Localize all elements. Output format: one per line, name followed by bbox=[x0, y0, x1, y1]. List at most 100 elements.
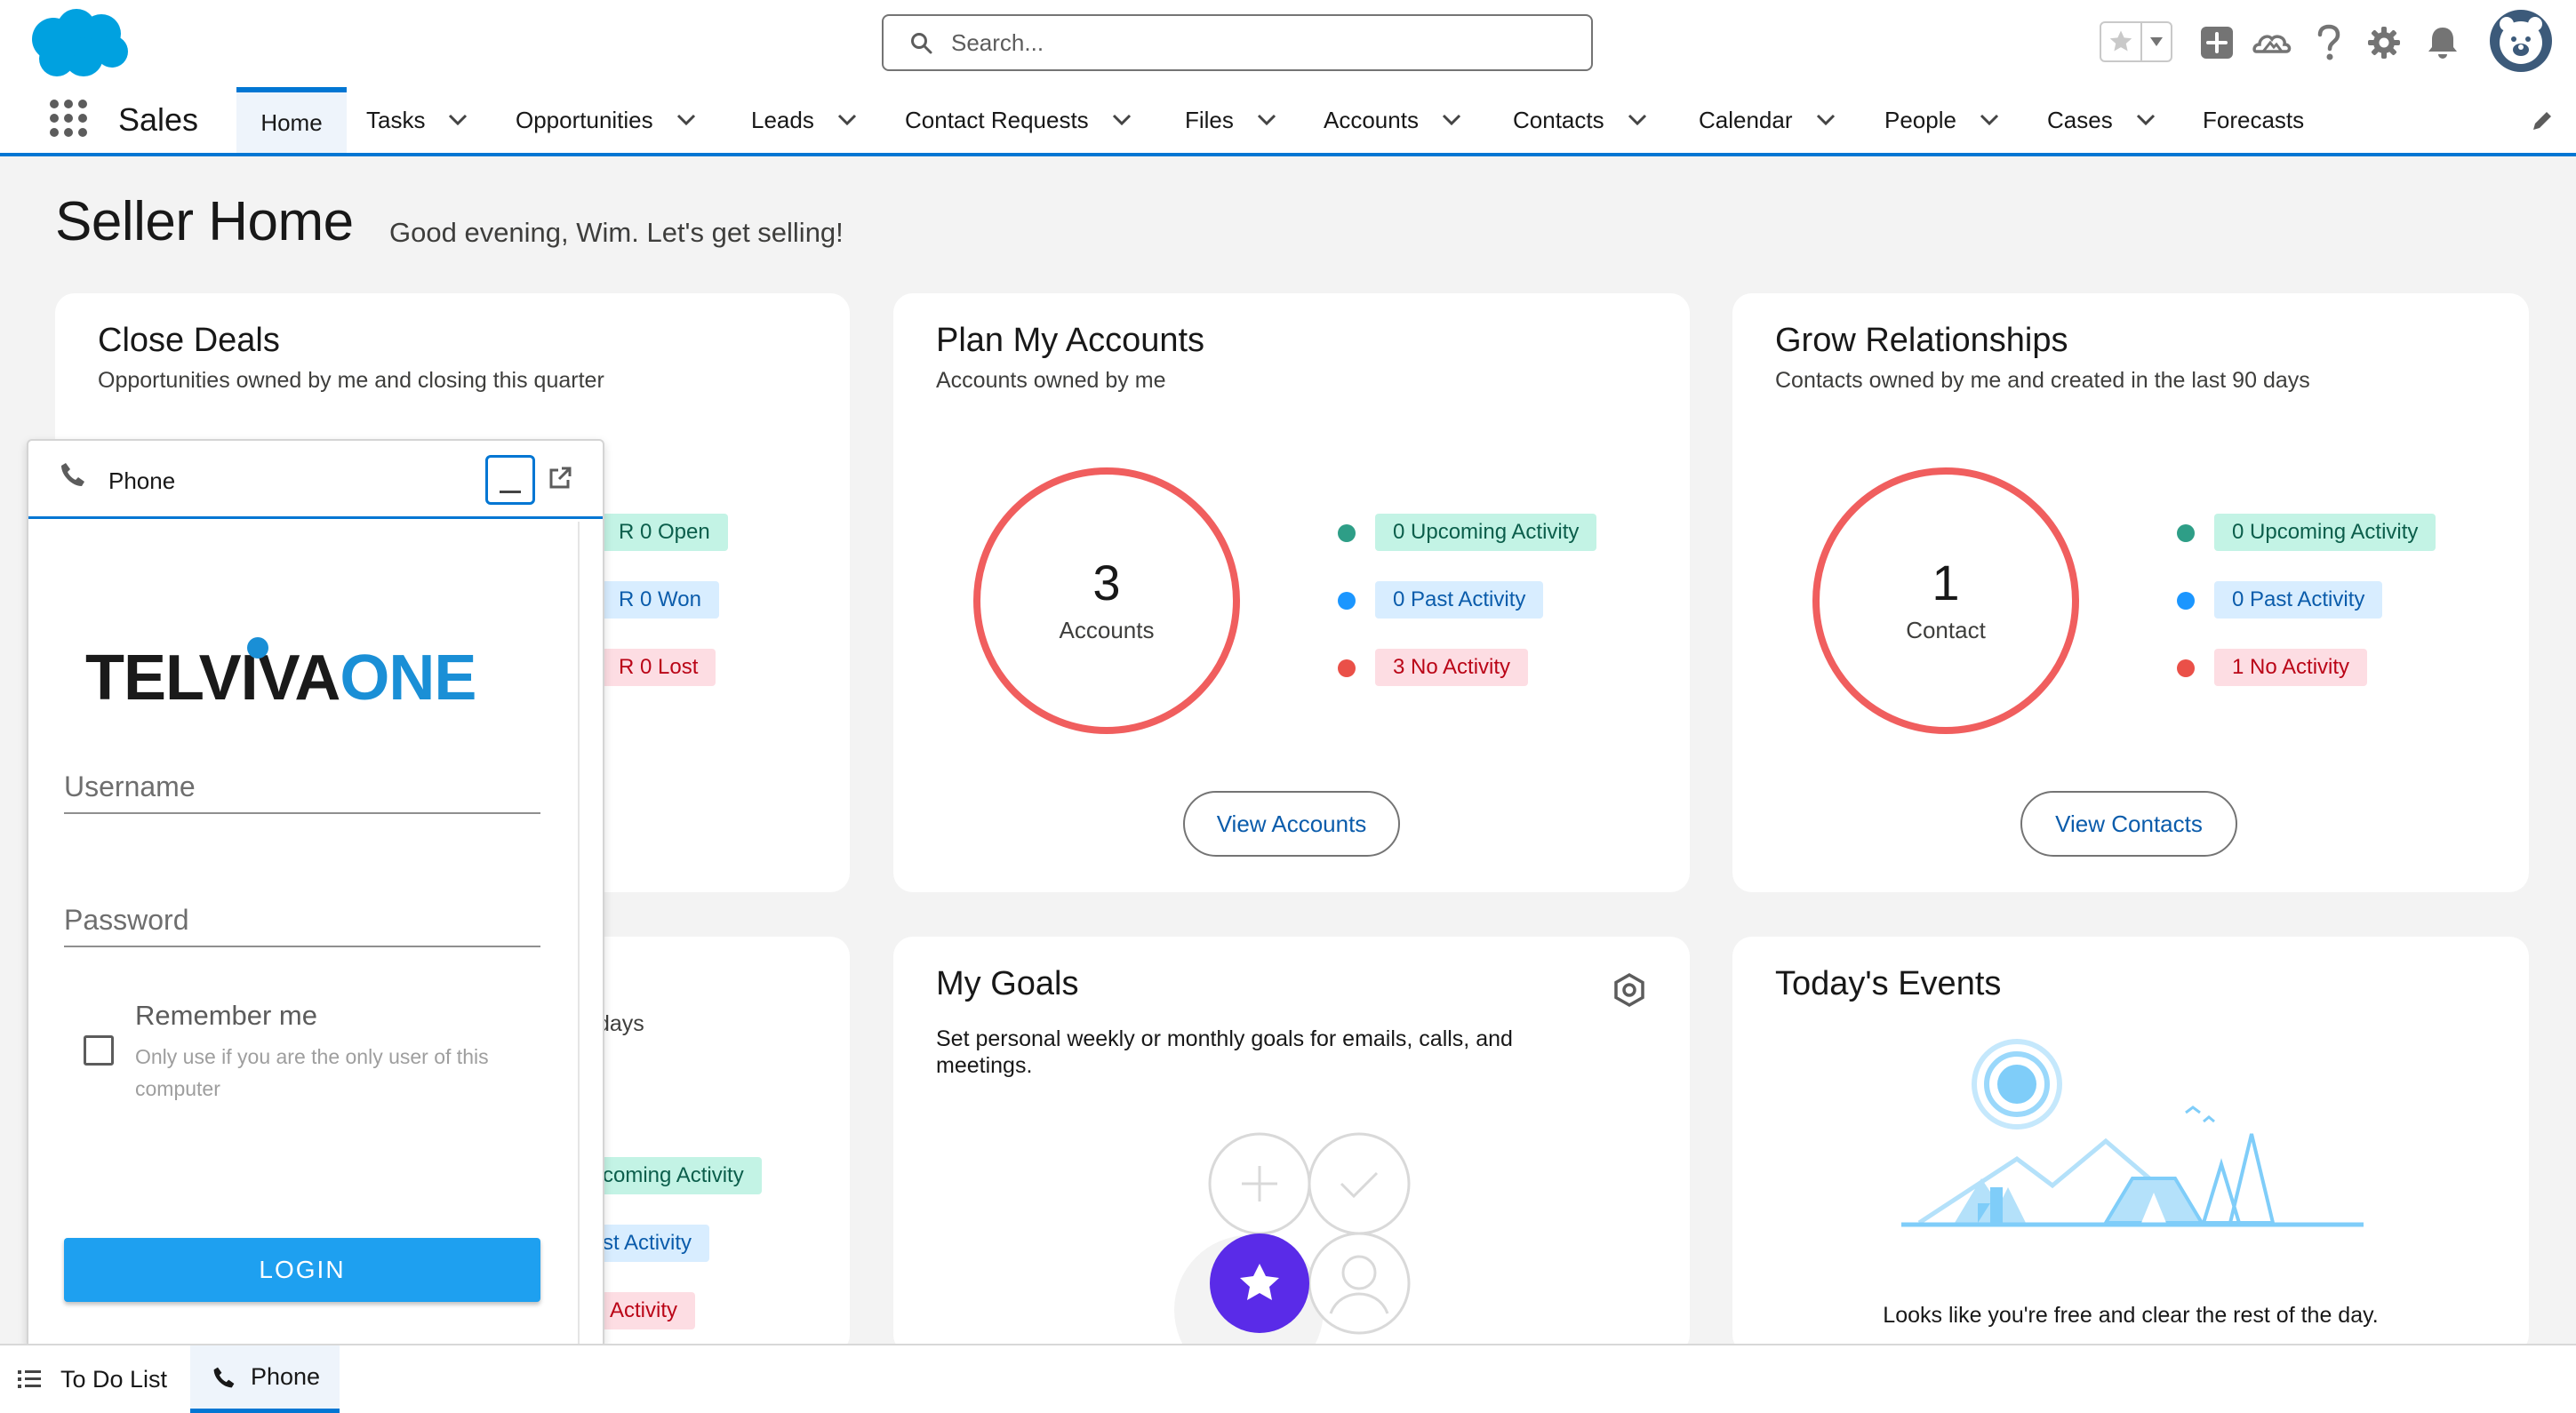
no-activity-pill[interactable]: 1 No Activity bbox=[2214, 649, 2368, 686]
username-field[interactable]: Username bbox=[64, 770, 540, 814]
tab-files-label: Files bbox=[1185, 106, 1234, 133]
no-activity-pill[interactable]: 3 No Activity bbox=[1375, 649, 1529, 686]
tab-people[interactable]: People bbox=[1884, 87, 1999, 153]
tab-contacts[interactable]: Contacts bbox=[1513, 87, 1647, 153]
phone-panel-title: Phone bbox=[108, 467, 176, 494]
todo-list-icon bbox=[18, 1369, 41, 1389]
contacts-count-label: Contact bbox=[1906, 616, 1986, 643]
open-deals-pill[interactable]: R 0 Open bbox=[597, 514, 728, 551]
page-title: Seller Home bbox=[55, 191, 354, 252]
goals-description: Set personal weekly or monthly goals for… bbox=[936, 1026, 1513, 1078]
chevron-down-icon[interactable] bbox=[1628, 114, 1647, 126]
edit-nav-pencil-icon[interactable] bbox=[2530, 108, 2555, 133]
card-title: Grow Relationships bbox=[1775, 322, 2068, 359]
chevron-down-icon[interactable] bbox=[676, 114, 696, 126]
favorites-star-icon[interactable] bbox=[2101, 23, 2142, 60]
view-accounts-button[interactable]: View Accounts bbox=[1183, 791, 1400, 857]
telviva-one-logo: TELVIVAONE bbox=[85, 646, 476, 710]
accounts-count: 3 bbox=[1092, 554, 1121, 611]
tab-people-label: People bbox=[1884, 106, 1956, 133]
tab-forecasts-label: Forecasts bbox=[2203, 106, 2305, 133]
pop-out-icon[interactable] bbox=[548, 466, 572, 491]
past-activity-pill[interactable]: 0 Past Activity bbox=[1375, 581, 1544, 619]
chevron-down-icon[interactable] bbox=[448, 114, 468, 126]
legend-dot-past bbox=[2177, 592, 2195, 610]
upcoming-activity-pill[interactable]: 0 Upcoming Activity bbox=[1375, 514, 1597, 551]
chevron-down-icon[interactable] bbox=[1442, 114, 1461, 126]
chevron-down-icon[interactable] bbox=[1257, 114, 1276, 126]
phone-panel-header: Phone bbox=[28, 441, 603, 519]
tab-contact-requests[interactable]: Contact Requests bbox=[905, 87, 1132, 153]
trailhead-icon[interactable] bbox=[2249, 20, 2295, 66]
tab-cases[interactable]: Cases bbox=[2047, 87, 2156, 153]
events-empty-message: Looks like you're free and clear the res… bbox=[1883, 1303, 2379, 1328]
utility-phone-label: Phone bbox=[251, 1363, 321, 1390]
tab-calendar-label: Calendar bbox=[1699, 106, 1793, 133]
legend-dot-none bbox=[1338, 659, 1356, 677]
logo-text-blue: ONE bbox=[340, 643, 476, 714]
global-header bbox=[0, 0, 2576, 87]
utility-bar: To Do List Phone bbox=[0, 1344, 2576, 1413]
minimize-icon bbox=[500, 491, 521, 493]
utility-todo-list[interactable]: To Do List bbox=[18, 1345, 185, 1413]
goals-settings-icon[interactable] bbox=[1612, 972, 1647, 1008]
remember-me-checkbox[interactable] bbox=[84, 1035, 114, 1066]
page-greeting: Good evening, Wim. Let's get selling! bbox=[389, 217, 844, 248]
tab-contact-requests-label: Contact Requests bbox=[905, 106, 1089, 133]
past-activity-pill[interactable]: 0 Past Activity bbox=[2214, 581, 2383, 619]
remember-me-hint: Only use if you are the only user of thi… bbox=[135, 1045, 489, 1100]
setup-gear-icon[interactable] bbox=[2361, 20, 2407, 66]
lost-deals-pill[interactable]: R 0 Lost bbox=[597, 649, 716, 686]
help-icon[interactable] bbox=[2306, 20, 2352, 66]
password-field[interactable]: Password bbox=[64, 904, 540, 947]
todo-list-label: To Do List bbox=[60, 1365, 168, 1393]
salesforce-logo[interactable] bbox=[25, 7, 132, 80]
contacts-count: 1 bbox=[1932, 554, 1960, 611]
tab-files[interactable]: Files bbox=[1185, 87, 1276, 153]
tab-opportunities[interactable]: Opportunities bbox=[516, 87, 696, 153]
tab-leads[interactable]: Leads bbox=[751, 87, 857, 153]
tab-calendar[interactable]: Calendar bbox=[1699, 87, 1836, 153]
minimize-button[interactable] bbox=[485, 455, 535, 505]
utility-phone[interactable]: Phone bbox=[190, 1345, 340, 1413]
contacts-count-ring[interactable]: 1 Contact bbox=[1812, 467, 2079, 734]
logo-text-dark: TELVIVA bbox=[85, 643, 340, 714]
app-launcher-icon[interactable] bbox=[48, 98, 89, 139]
tab-forecasts[interactable]: Forecasts bbox=[2203, 87, 2304, 153]
tab-home[interactable]: Home bbox=[236, 87, 347, 153]
view-contacts-button[interactable]: View Contacts bbox=[2020, 791, 2237, 857]
global-add-icon[interactable] bbox=[2194, 20, 2240, 66]
tab-tasks[interactable]: Tasks bbox=[366, 87, 468, 153]
favorites-group bbox=[2100, 21, 2172, 62]
camping-illustration bbox=[1901, 1034, 2364, 1230]
chevron-down-icon[interactable] bbox=[2136, 114, 2156, 126]
upcoming-activity-pill[interactable]: 0 Upcoming Activity bbox=[2214, 514, 2436, 551]
card-title: Close Deals bbox=[98, 322, 280, 359]
grow-relationships-card: Grow Relationships Contacts owned by me … bbox=[1732, 293, 2529, 892]
todays-events-card: Today's Events Looks like you're free an… bbox=[1732, 937, 2529, 1354]
favorites-dropdown-icon[interactable] bbox=[2142, 23, 2171, 60]
username-label: Username bbox=[64, 770, 196, 802]
past-activity-pill[interactable]: st Activity bbox=[588, 1225, 710, 1262]
chevron-down-icon[interactable] bbox=[1980, 114, 1999, 126]
app-name: Sales bbox=[118, 101, 199, 138]
won-deals-pill[interactable]: R 0 Won bbox=[597, 581, 719, 619]
upcoming-activity-pill[interactable]: coming Activity bbox=[588, 1157, 762, 1194]
no-activity-pill[interactable]: Activity bbox=[588, 1292, 696, 1329]
login-button[interactable]: LOGIN bbox=[64, 1238, 540, 1302]
chevron-down-icon[interactable] bbox=[1816, 114, 1836, 126]
chevron-down-icon[interactable] bbox=[837, 114, 857, 126]
goals-illustration bbox=[1174, 1129, 1414, 1360]
chevron-down-icon[interactable] bbox=[1112, 114, 1132, 126]
legend-dot-upcoming bbox=[1338, 524, 1356, 542]
phone-panel: Phone TELVIVAONE Username Password Remem… bbox=[27, 439, 604, 1345]
global-search[interactable] bbox=[882, 14, 1593, 71]
logo-dot bbox=[247, 637, 268, 659]
tab-accounts-label: Accounts bbox=[1324, 106, 1419, 133]
tab-home-label: Home bbox=[260, 108, 323, 136]
notifications-bell-icon[interactable] bbox=[2420, 20, 2466, 66]
search-input[interactable] bbox=[951, 25, 1573, 60]
tab-accounts[interactable]: Accounts bbox=[1324, 87, 1461, 153]
user-avatar[interactable] bbox=[2489, 9, 2553, 73]
accounts-count-ring[interactable]: 3 Accounts bbox=[973, 467, 1240, 734]
